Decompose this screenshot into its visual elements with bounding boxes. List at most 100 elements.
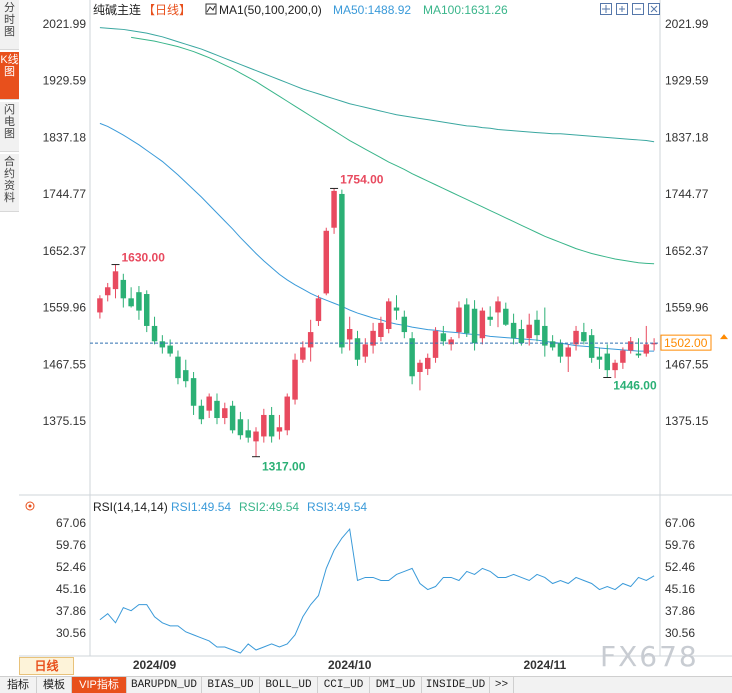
rsi-ytick-right: 59.76 bbox=[665, 538, 695, 552]
close-icon[interactable] bbox=[648, 3, 660, 15]
indicator-tab-2[interactable]: VIP指标 bbox=[72, 677, 127, 693]
rsi1-label: RSI1:49.54 bbox=[171, 500, 231, 514]
candle-body bbox=[206, 396, 212, 411]
candle-body bbox=[409, 338, 415, 377]
candle-body bbox=[651, 343, 657, 345]
candle-body bbox=[471, 308, 478, 344]
period-button[interactable]: 日线 bbox=[19, 657, 74, 675]
candle-body bbox=[198, 405, 205, 420]
recent-low-annotation-label: 1446.00 bbox=[613, 379, 657, 393]
candle-body bbox=[175, 356, 181, 379]
ma100-label: MA100:1631.26 bbox=[423, 3, 508, 17]
ma-chart-icon bbox=[206, 5, 216, 13]
rsi-ytick-right: 37.86 bbox=[665, 604, 695, 618]
main-ytick-left: 1467.55 bbox=[43, 357, 87, 371]
prev-high-annotation-label: 1630.00 bbox=[122, 251, 166, 265]
sidebar-tab-3[interactable]: 合约资料 bbox=[0, 154, 19, 212]
candle-body bbox=[588, 335, 595, 358]
indicator-tab-8[interactable]: INSIDE_UD bbox=[422, 677, 490, 693]
current-price-label: 1502.00 bbox=[664, 336, 708, 350]
candle-body bbox=[284, 396, 290, 431]
indicator-tab-6[interactable]: CCI_UD bbox=[318, 677, 370, 693]
main-ytick-right: 1375.15 bbox=[665, 414, 709, 428]
rsi-ytick-left: 52.46 bbox=[56, 560, 86, 574]
sidebar-tab-2[interactable]: 闪电图 bbox=[0, 102, 19, 152]
candle-body bbox=[151, 325, 158, 342]
indicator-tab-0[interactable]: 指标 bbox=[0, 677, 37, 693]
candle-body bbox=[136, 292, 142, 311]
toolbar-icons bbox=[600, 3, 662, 17]
candle-body bbox=[261, 414, 267, 437]
candle-body bbox=[456, 307, 462, 333]
candle-body bbox=[643, 344, 650, 354]
high-annotation-label: 1754.00 bbox=[340, 172, 384, 186]
candle-body bbox=[557, 343, 564, 357]
candle-body bbox=[362, 344, 369, 357]
indicator-tab-4[interactable]: BIAS_UD bbox=[202, 677, 260, 693]
candle-body bbox=[292, 359, 298, 400]
main-ytick-right: 1652.37 bbox=[665, 244, 709, 258]
rsi-ytick-right: 52.46 bbox=[665, 560, 695, 574]
candle-body bbox=[573, 330, 579, 345]
candle-body bbox=[448, 339, 454, 345]
sidebar-tab-1[interactable]: K线图 bbox=[0, 52, 19, 100]
move-icon[interactable] bbox=[600, 3, 612, 15]
candle-body bbox=[487, 316, 493, 320]
rsi-ytick-right: 67.06 bbox=[665, 516, 695, 530]
candle-body bbox=[229, 405, 236, 431]
candle-body bbox=[323, 230, 329, 294]
rsi-ytick-left: 45.16 bbox=[56, 582, 86, 596]
price-arrow-icon bbox=[720, 334, 728, 340]
ma-line-ma100 bbox=[131, 36, 655, 265]
candle-body bbox=[370, 330, 376, 346]
candle-body bbox=[112, 271, 119, 290]
rsi3-label: RSI3:49.54 bbox=[307, 500, 367, 514]
main-ytick-right: 1559.96 bbox=[665, 301, 709, 315]
rsi-ytick-right: 30.56 bbox=[665, 626, 695, 640]
candle-body bbox=[479, 310, 486, 339]
candle-body bbox=[503, 308, 509, 325]
main-ytick-left: 1375.15 bbox=[43, 414, 87, 428]
indicator-tab-7[interactable]: DMI_UD bbox=[370, 677, 422, 693]
zoom-in-icon[interactable] bbox=[616, 3, 628, 15]
candle-body bbox=[549, 341, 556, 348]
candle-body bbox=[542, 325, 548, 346]
sidebar-tab-0[interactable]: 分时图 bbox=[0, 0, 19, 50]
main-ytick-left: 1559.96 bbox=[43, 301, 87, 315]
indicator-tab-bar: 指标 模板 VIP指标 BARUPDN_UD BIAS_UD BOLL_UD CCI_UD D… bbox=[0, 676, 732, 693]
rsi-ytick-left: 59.76 bbox=[56, 538, 86, 552]
candle-body bbox=[190, 378, 197, 406]
candle-body bbox=[222, 408, 228, 419]
candle-body bbox=[253, 431, 259, 442]
ma-name: MA1(50,100,200,0) bbox=[219, 3, 322, 17]
main-ytick-left: 1929.59 bbox=[43, 74, 87, 88]
candle-body bbox=[432, 330, 439, 358]
candle-body bbox=[214, 400, 220, 419]
candle-body bbox=[581, 332, 587, 342]
indicator-tab-1[interactable]: 模板 bbox=[37, 677, 72, 693]
candle-body bbox=[104, 287, 111, 296]
indicator-tab-5[interactable]: BOLL_UD bbox=[260, 677, 318, 693]
candle-body bbox=[346, 329, 353, 340]
xtick-label: 2024/10 bbox=[328, 658, 372, 672]
zoom-out-icon[interactable] bbox=[632, 3, 644, 15]
candle-body bbox=[276, 427, 283, 432]
candle-body bbox=[167, 345, 173, 354]
candle-body bbox=[417, 362, 423, 372]
main-ytick-right: 1467.55 bbox=[665, 357, 709, 371]
candle-body bbox=[464, 304, 470, 334]
period-tag: 【日线】 bbox=[143, 3, 191, 17]
candle-body bbox=[526, 324, 532, 339]
rsi-ytick-left: 37.86 bbox=[56, 604, 86, 618]
indicator-tab-3[interactable]: BARUPDN_UD bbox=[127, 677, 202, 693]
indicator-tab-9[interactable]: >> bbox=[490, 677, 514, 693]
candle-body bbox=[331, 190, 337, 228]
candle-body bbox=[534, 319, 540, 336]
candle-body bbox=[183, 370, 189, 382]
rsi-settings-icon bbox=[25, 501, 35, 511]
candle-body bbox=[144, 294, 150, 326]
candle-body bbox=[237, 419, 244, 436]
low-annotation-label: 1317.00 bbox=[262, 460, 306, 474]
candle-body bbox=[159, 341, 166, 348]
